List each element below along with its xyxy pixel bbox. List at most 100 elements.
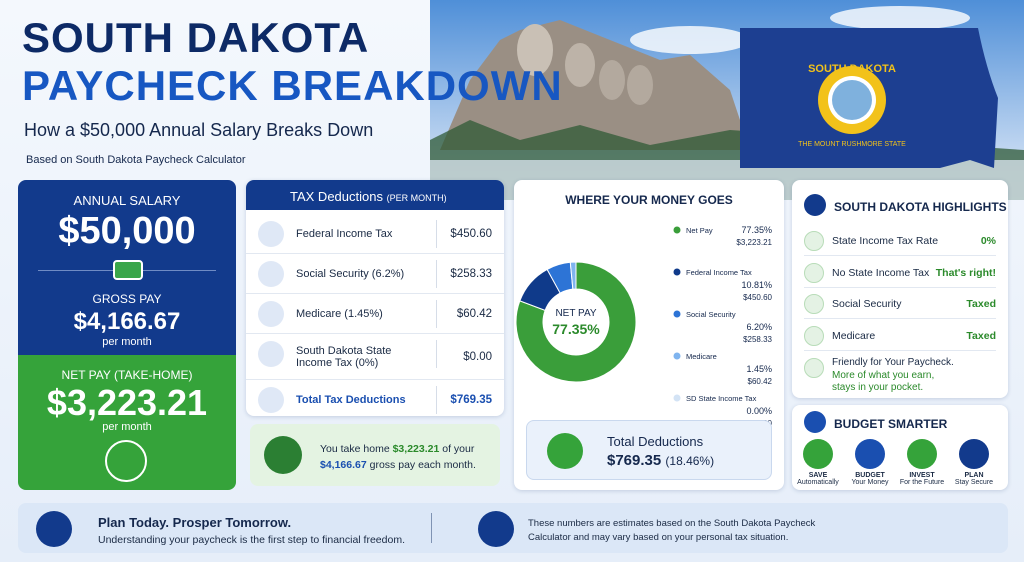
icon — [803, 439, 833, 469]
footer-disclaimer: These numbers are estimates based on the… — [528, 518, 816, 543]
separator — [436, 386, 437, 414]
icon — [804, 263, 824, 283]
icon — [258, 341, 284, 367]
friendly-text: More of what you earn, stays in your poc… — [832, 370, 935, 393]
value-label: 0.00% — [746, 406, 772, 416]
friendly-title: Friendly for Your Paycheck. — [832, 357, 954, 368]
amount-label: $258.33 — [743, 335, 772, 344]
center-label: NET PAY — [555, 308, 596, 319]
wallet-icon — [105, 440, 147, 482]
footer: Plan Today. Prosper Tomorrow. Understand… — [18, 503, 1008, 553]
icon — [804, 231, 824, 251]
icon — [804, 411, 826, 433]
amount-label: $60.42 — [748, 377, 773, 386]
icon — [258, 221, 284, 247]
legend-label: Social Security — [686, 310, 736, 319]
tax-row: Federal Income Tax $450.60 — [246, 214, 504, 254]
highlight-value: Taxed — [966, 298, 996, 310]
tax-row: South Dakota State Income Tax (0%) $0.00 — [246, 334, 504, 380]
amount-label: $3,223.21 — [736, 238, 772, 247]
highlight-row: Social Security Taxed — [804, 289, 996, 319]
tax-title: TAX Deductions — [290, 189, 383, 204]
icon — [907, 439, 937, 469]
total-amount: $769.35 — [607, 452, 662, 469]
donut-slice — [515, 261, 637, 383]
budget-item-title: PLAN — [964, 472, 984, 479]
bulb-icon — [36, 511, 72, 547]
separator — [436, 220, 437, 248]
budget-item-title: INVEST — [909, 472, 935, 479]
title: PAYCHECK BREAKDOWN — [22, 62, 563, 109]
source: Based on South Dakota Paycheck Calculato… — [26, 154, 246, 166]
tax-label: Social Security (6.2%) — [296, 268, 405, 280]
icon — [804, 358, 824, 378]
icon — [804, 294, 824, 314]
highlight-value: Taxed — [966, 330, 996, 342]
value-label: 77.35% — [741, 225, 772, 235]
tax-total-amount: $769.35 — [450, 394, 492, 406]
note-part: You take home — [320, 443, 393, 455]
money-icon — [113, 260, 143, 280]
highlights-card: SOUTH DAKOTA HIGHLIGHTS State Income Tax… — [792, 180, 1008, 398]
icon — [258, 301, 284, 327]
tax-row: Medicare (1.45%) $60.42 — [246, 294, 504, 334]
budget-card: BUDGET SMARTER SAVE Automatically BUDGET Y… — [792, 405, 1008, 490]
tax-amount: $60.42 — [456, 308, 492, 320]
legend-label: SD State Income Tax — [686, 394, 757, 403]
highlight-label: State Income Tax Rate — [832, 235, 939, 247]
highlight-row: No State Income Tax That's right! — [804, 258, 996, 288]
tax-row: Social Security (6.2%) $258.33 — [246, 254, 504, 294]
budget-item: PLAN Stay Secure — [948, 439, 1000, 486]
highlights-title: SOUTH DAKOTA HIGHLIGHTS — [834, 200, 1007, 214]
divider — [431, 513, 432, 543]
budget-item-sub: For the Future — [899, 479, 945, 486]
period: per month — [102, 336, 152, 348]
highlight-value: That's right! — [935, 267, 996, 279]
period: per month — [102, 421, 152, 433]
legend-swatch — [673, 394, 681, 402]
legend-swatch — [673, 226, 681, 234]
budget-item-sub: Your Money — [851, 479, 889, 486]
flag: SOUTH DAKOTA THE MOUNT RUSHMORE STATE — [740, 28, 998, 168]
legend-label: Net Pay — [686, 226, 713, 235]
tax-label: Federal Income Tax — [296, 228, 393, 240]
total-amount-line: $769.35 (18.46%) — [607, 452, 714, 469]
tax-header: TAX Deductions (PER MONTH) — [246, 180, 504, 210]
highlight-row: State Income Tax Rate 0% — [804, 226, 996, 256]
budget-item-title: BUDGET — [855, 472, 885, 479]
gross-pay: $4,166.67 — [73, 308, 181, 335]
tax-amount: $258.33 — [450, 268, 492, 280]
tax-amount: $0.00 — [463, 351, 492, 363]
tax-label: South Dakota State Income Tax (0%) — [296, 345, 392, 369]
icon — [959, 439, 989, 469]
flag-name: SOUTH DAKOTA — [808, 63, 896, 75]
tax-card: TAX Deductions (PER MONTH) Federal Incom… — [246, 180, 504, 416]
note-amount: $4,166.67 — [320, 459, 367, 471]
total-box: Total Deductions $769.35 (18.46%) — [526, 420, 772, 480]
flag-motto: THE MOUNT RUSHMORE STATE — [798, 141, 906, 148]
legend-swatch — [673, 310, 681, 318]
note-text: You take home $3,223.21 of your $4,166.6… — [320, 441, 490, 473]
legend-swatch — [673, 268, 681, 276]
separator — [436, 300, 437, 328]
tax-total-label: Total Tax Deductions — [296, 394, 406, 406]
tax-total-row: Total Tax Deductions $769.35 — [246, 380, 504, 416]
tax-amount: $450.60 — [450, 228, 492, 240]
icon — [258, 261, 284, 287]
highlight-label: Medicare — [832, 330, 876, 342]
icon — [804, 326, 824, 346]
cash-icon — [547, 433, 583, 469]
icon — [258, 387, 284, 413]
note-part: gross pay each month. — [366, 459, 476, 471]
budget-title: BUDGET SMARTER — [834, 417, 948, 431]
value-label: 1.45% — [746, 364, 772, 374]
budget-item-sub: Stay Secure — [954, 479, 994, 486]
tax-label: Medicare (1.45%) — [296, 308, 383, 320]
legend-label: Medicare — [686, 352, 717, 361]
budget-item-sub: Automatically — [797, 479, 839, 486]
center-value: 77.35% — [552, 321, 600, 337]
calculator-icon — [264, 436, 302, 474]
icon — [804, 194, 826, 216]
icon — [855, 439, 885, 469]
